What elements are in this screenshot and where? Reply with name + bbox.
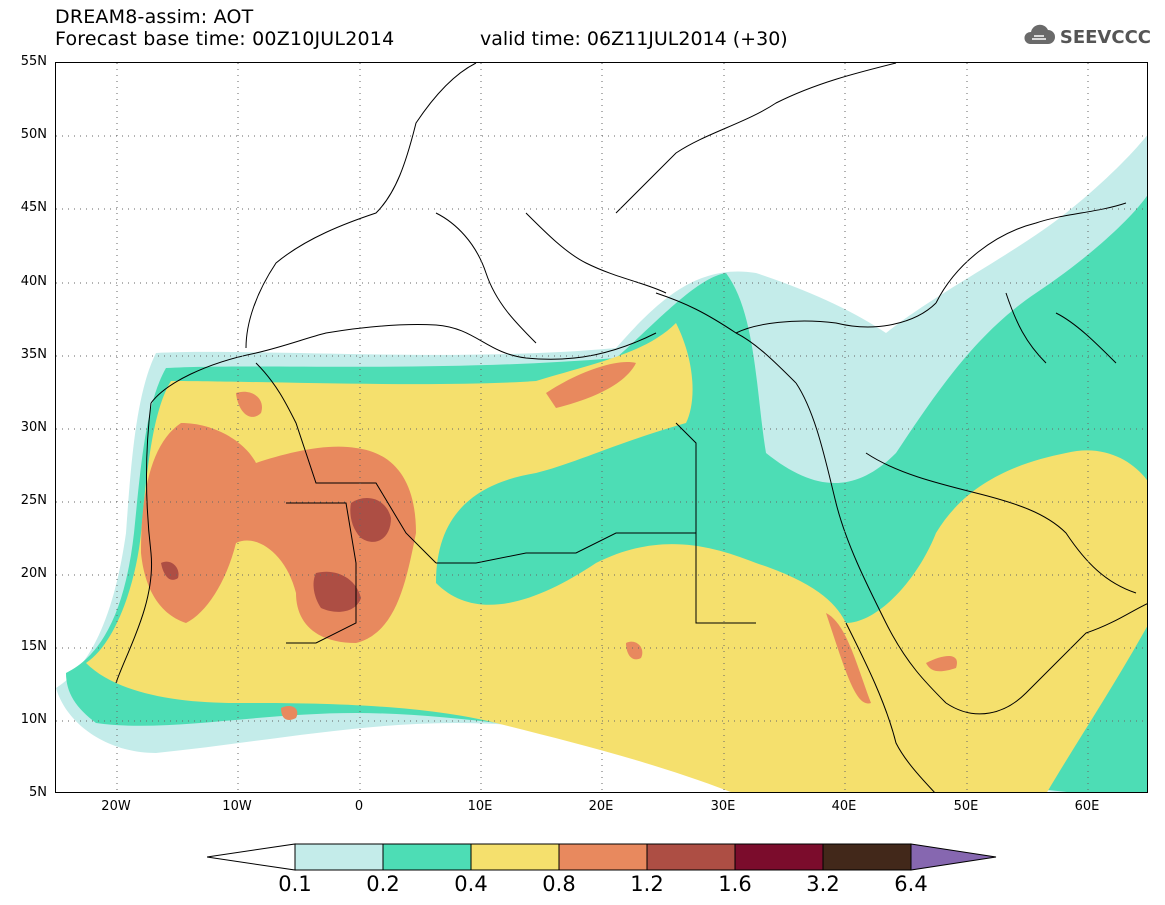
cloud-icon: [1022, 22, 1056, 53]
aot-map: [55, 62, 1148, 793]
lat-label-45n: 45N: [20, 200, 47, 215]
colorbar-label-3.2: 3.2: [806, 872, 840, 896]
lon-label-10e: 10E: [467, 799, 493, 814]
colorbar-swatch-1.2-1.6: [646, 843, 736, 871]
colorbar-swatch-1.6-3.2: [734, 843, 824, 871]
lat-label-15n: 15N: [20, 639, 47, 654]
aot-colorbar: [206, 843, 997, 871]
colorbar-label-0.2: 0.2: [366, 872, 400, 896]
lon-label-20w: 20W: [101, 799, 131, 814]
colorbar-label-1.2: 1.2: [630, 872, 664, 896]
colorbar-under-triangle: [206, 843, 296, 871]
lon-label-30e: 30E: [710, 799, 736, 814]
colorbar-swatch-3.2-6.4: [822, 843, 912, 871]
colorbar-label-6.4: 6.4: [894, 872, 928, 896]
gridlines: [56, 63, 1147, 792]
plot-title: DREAM8-assim: AOT: [55, 6, 254, 28]
lat-label-50n: 50N: [20, 127, 47, 142]
lon-label-60e: 60E: [1074, 799, 1100, 814]
lon-label-50e: 50E: [953, 799, 979, 814]
colorbar-label-0.1: 0.1: [278, 872, 312, 896]
logo-text: SEEVCCC: [1059, 27, 1151, 48]
coastlines: [115, 63, 1147, 792]
valid-time: valid time: 06Z11JUL2014 (+30): [480, 28, 788, 50]
colorbar-swatch-0.4-0.8: [470, 843, 560, 871]
colorbar-over-triangle: [910, 843, 997, 871]
lat-label-20n: 20N: [20, 566, 47, 581]
lon-label-0: 0: [354, 799, 364, 814]
aot-0.4-contour: [86, 323, 1147, 792]
plot-header: DREAM8-assim: AOT Forecast base time: 00…: [55, 6, 394, 50]
lon-label-10w: 10W: [222, 799, 252, 814]
colorbar-label-0.8: 0.8: [542, 872, 576, 896]
aot-1.2-contour: [161, 498, 391, 612]
lat-label-5n: 5N: [29, 785, 47, 800]
forecast-base-time: Forecast base time: 00Z10JUL2014: [55, 28, 395, 50]
colorbar-swatch-0.1-0.2: [294, 843, 384, 871]
seevccc-logo: SEEVCCC: [1022, 22, 1151, 53]
lat-label-10n: 10N: [20, 712, 47, 727]
lat-label-30n: 30N: [20, 420, 47, 435]
lon-label-20e: 20E: [588, 799, 614, 814]
colorbar-label-1.6: 1.6: [718, 872, 752, 896]
lon-label-40e: 40E: [831, 799, 857, 814]
lat-label-55n: 55N: [20, 54, 47, 69]
colorbar-swatch-0.8-1.2: [558, 843, 648, 871]
lat-label-25n: 25N: [20, 493, 47, 508]
colorbar-label-0.4: 0.4: [454, 872, 488, 896]
lat-label-40n: 40N: [20, 274, 47, 289]
colorbar-swatch-0.2-0.4: [382, 843, 472, 871]
lat-label-35n: 35N: [20, 347, 47, 362]
